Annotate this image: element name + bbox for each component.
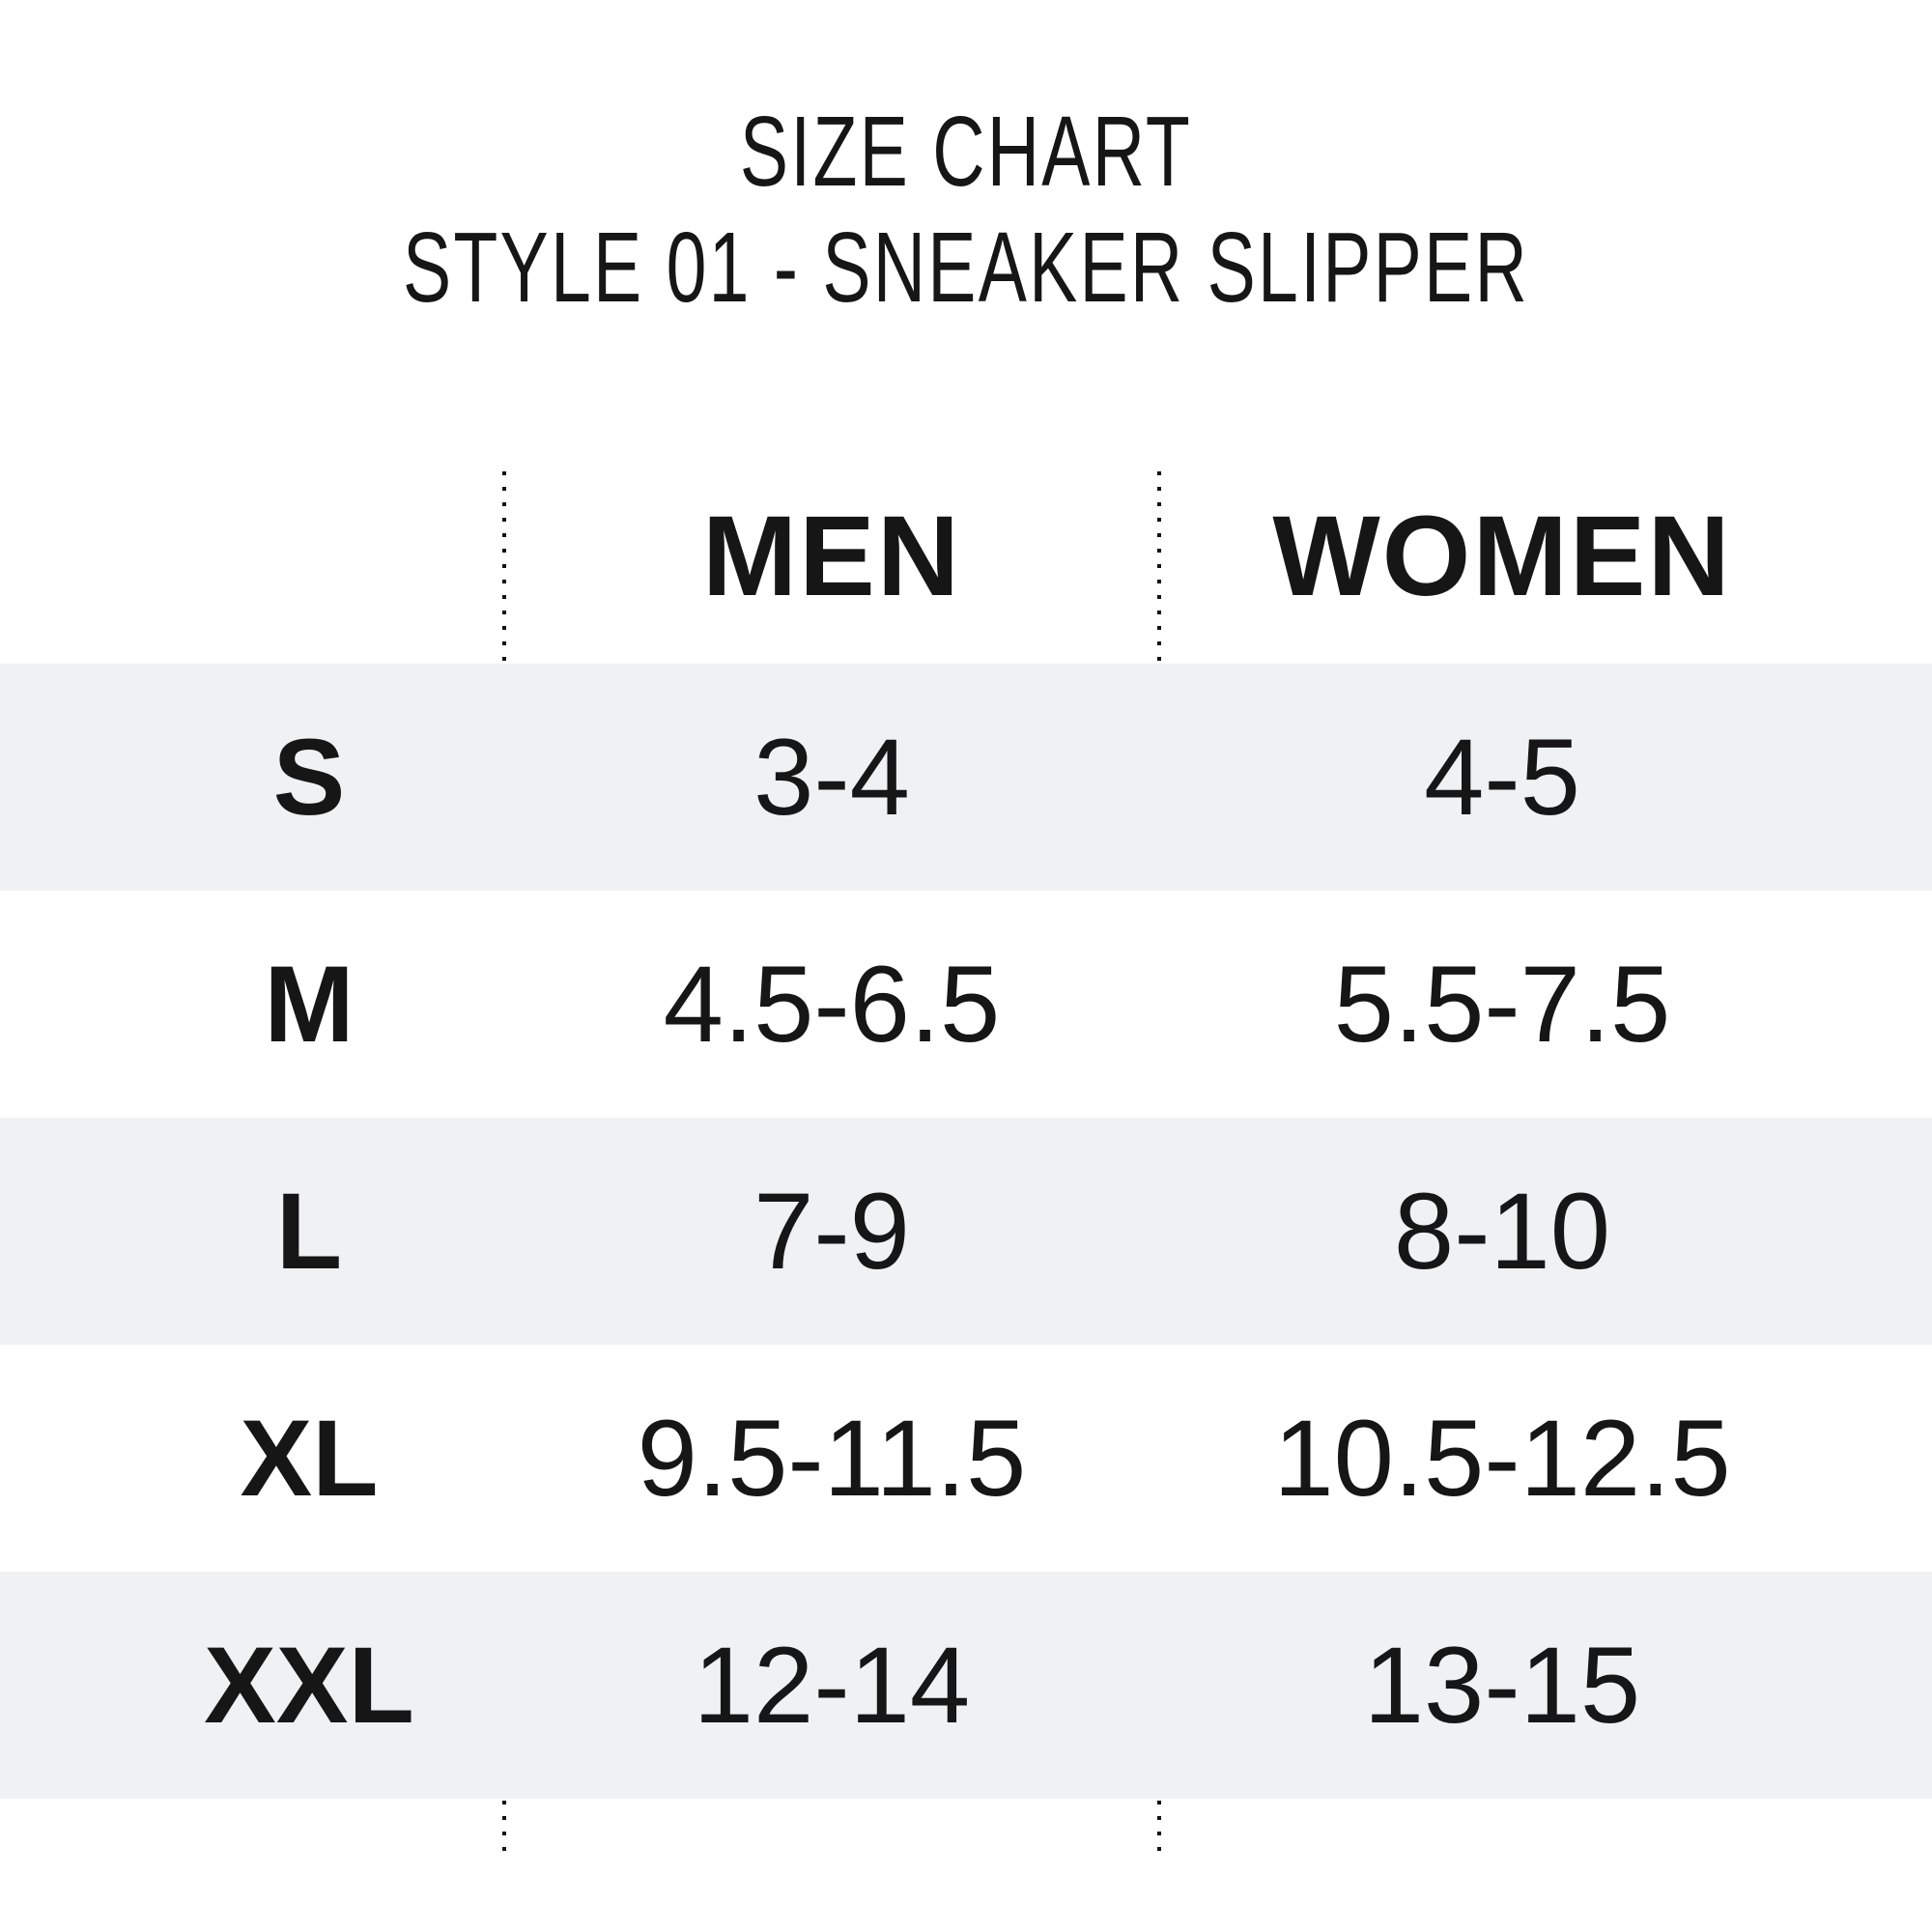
men-value: 9.5-11.5 bbox=[637, 1398, 1027, 1519]
men-value: 4.5-6.5 bbox=[663, 944, 1001, 1065]
women-value: 13-15 bbox=[1363, 1625, 1641, 1746]
page-title: SIZE CHART bbox=[739, 96, 1193, 207]
women-value: 5.5-7.5 bbox=[1333, 944, 1671, 1065]
column-header-women: WOMEN bbox=[1272, 493, 1732, 620]
table-row: XXL 12-14 13-15 bbox=[0, 1572, 1932, 1799]
women-value: 4-5 bbox=[1424, 717, 1580, 838]
title-block: SIZE CHART STYLE 01 - SNEAKER SLIPPER bbox=[0, 94, 1932, 326]
row-label: M bbox=[264, 944, 355, 1065]
men-value: 7-9 bbox=[753, 1171, 910, 1292]
table-row: M 4.5-6.5 5.5-7.5 bbox=[0, 891, 1932, 1118]
table-row: L 7-9 8-10 bbox=[0, 1118, 1932, 1345]
row-label: XL bbox=[240, 1398, 379, 1519]
column-header-men: MEN bbox=[701, 493, 962, 620]
women-value: 8-10 bbox=[1393, 1171, 1611, 1292]
row-label: XXL bbox=[204, 1625, 414, 1746]
men-value: 12-14 bbox=[693, 1625, 971, 1746]
table-row: XL 9.5-11.5 10.5-12.5 bbox=[0, 1345, 1932, 1572]
men-value: 3-4 bbox=[753, 717, 910, 838]
row-label: L bbox=[275, 1171, 343, 1292]
women-value: 10.5-12.5 bbox=[1273, 1398, 1731, 1519]
page-subtitle: STYLE 01 - SNEAKER SLIPPER bbox=[402, 212, 1530, 323]
row-label: S bbox=[272, 717, 346, 838]
table-row: S 3-4 4-5 bbox=[0, 664, 1932, 891]
